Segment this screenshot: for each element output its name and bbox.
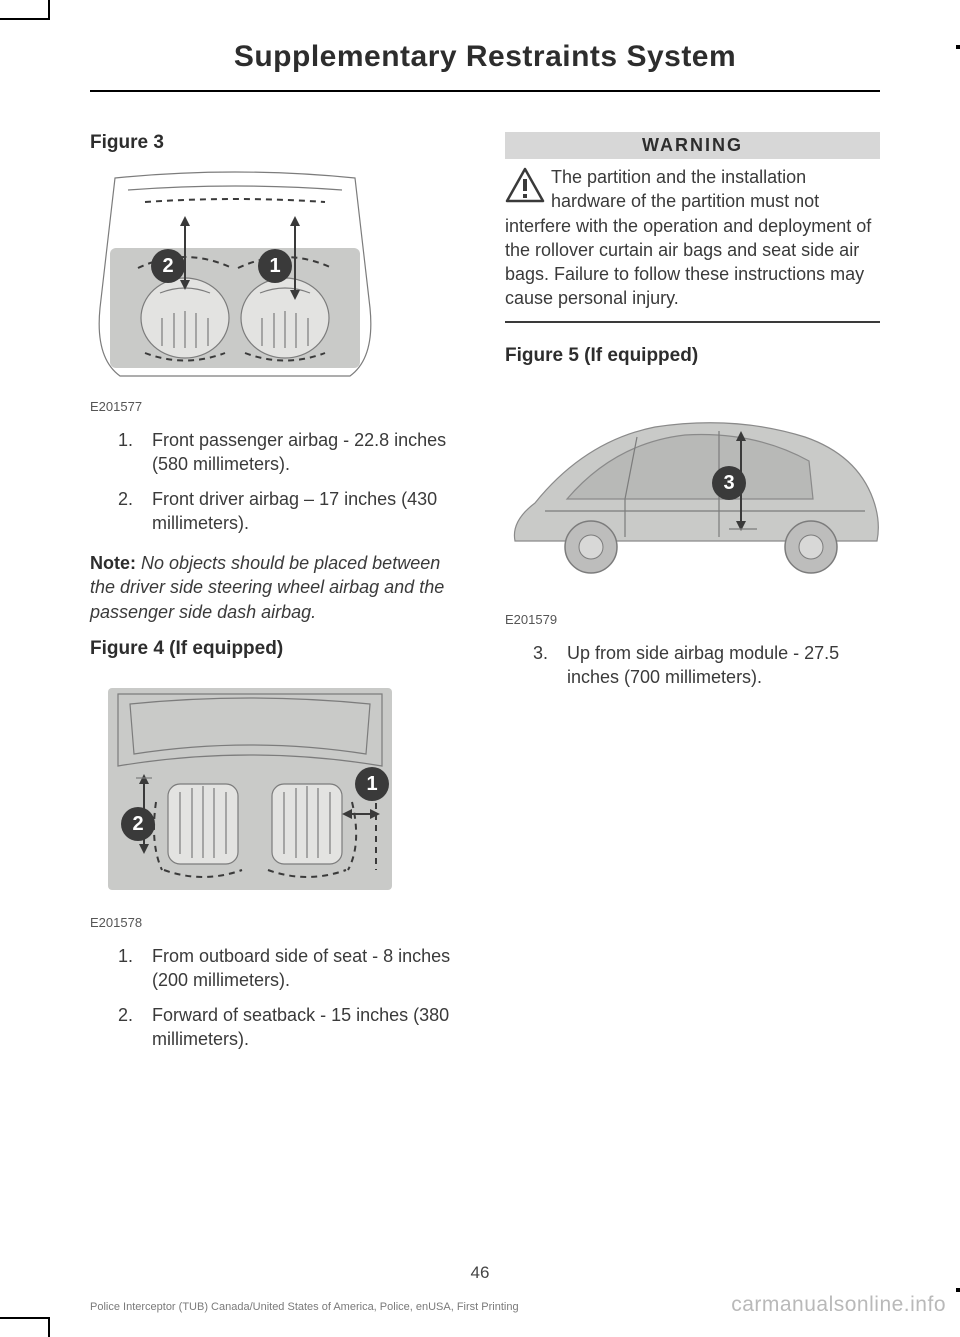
list-item: 2.Front driver airbag – 17 inches (430 m…	[118, 487, 465, 536]
figure-5-title: Figure 5 (If equipped)	[505, 345, 880, 367]
warning-body: The partition and the installation hardw…	[505, 165, 880, 323]
fig3-callout-2: 2	[162, 255, 173, 277]
fig4-callout-1: 1	[366, 773, 377, 795]
list-item: 1.From outboard side of seat - 8 inches …	[118, 944, 465, 993]
list-item: 2.Forward of seatback - 15 inches (380 m…	[118, 1003, 465, 1052]
figure-3-list: 1.Front passenger airbag - 22.8 inches (…	[90, 428, 465, 535]
figure-5-diagram: 3	[505, 381, 880, 606]
crop-mark-bl	[0, 1317, 50, 1337]
note-label: Note:	[90, 553, 136, 573]
page-content: Supplementary Restraints System Figure 3	[90, 40, 880, 1277]
warning-icon	[505, 167, 545, 203]
crop-tick-br	[956, 1288, 960, 1292]
note-paragraph: Note: No objects should be placed betwee…	[90, 551, 465, 624]
page-title: Supplementary Restraints System	[90, 40, 880, 92]
fig3-callout-1: 1	[269, 255, 280, 277]
figure-5-list: 3.Up from side airbag module - 27.5 inch…	[505, 641, 880, 690]
fig5-callout-3: 3	[723, 472, 734, 494]
list-item: 1.Front passenger airbag - 22.8 inches (…	[118, 428, 465, 477]
footer-text: Police Interceptor (TUB) Canada/United S…	[90, 1301, 519, 1313]
figure-4-id: E201578	[90, 915, 465, 930]
list-item: 3.Up from side airbag module - 27.5 inch…	[533, 641, 880, 690]
figure-4-title: Figure 4 (If equipped)	[90, 638, 465, 660]
fig4-callout-2: 2	[132, 813, 143, 835]
figure-3-title: Figure 3	[90, 132, 465, 154]
figure-4-diagram: 1 2	[90, 674, 465, 909]
figure-3-diagram: 1 2	[90, 168, 465, 393]
page-number: 46	[0, 1263, 960, 1283]
warning-text: The partition and the installation hardw…	[505, 167, 871, 308]
watermark: carmanualsonline.info	[731, 1293, 946, 1317]
left-column: Figure 3	[90, 132, 465, 1067]
warning-heading: WARNING	[505, 132, 880, 159]
figure-3-id: E201577	[90, 399, 465, 414]
note-text: No objects should be placed between the …	[90, 553, 444, 622]
crop-mark-tl	[0, 0, 50, 20]
right-column: WARNING The partition and the installati…	[505, 132, 880, 1067]
figure-4-list: 1.From outboard side of seat - 8 inches …	[90, 944, 465, 1051]
crop-tick-tr	[956, 45, 960, 49]
figure-5-id: E201579	[505, 612, 880, 627]
